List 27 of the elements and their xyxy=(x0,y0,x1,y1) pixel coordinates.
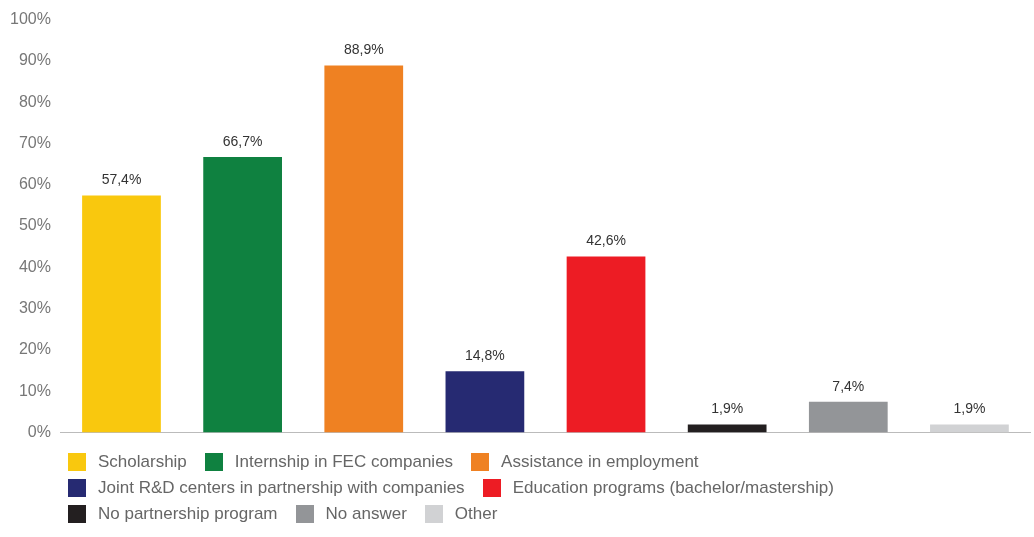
y-tick-label: 80% xyxy=(18,92,51,110)
y-tick-label: 0% xyxy=(27,422,51,440)
data-label: 14,8% xyxy=(465,347,505,364)
y-tick-label: 50% xyxy=(18,216,51,234)
y-tick-label: 100% xyxy=(10,10,51,28)
data-label: 42,6% xyxy=(586,232,626,249)
data-label: 7,4% xyxy=(832,377,865,394)
y-tick-label: 60% xyxy=(18,175,51,193)
y-tick-label: 90% xyxy=(18,51,51,69)
legend-label: Joint R&D centers in partnership with companies xyxy=(98,478,465,498)
y-tick-label: 40% xyxy=(18,257,51,275)
legend-label: Assistance in employment xyxy=(501,452,699,472)
data-label: 88,9% xyxy=(343,41,384,58)
legend-label: Other xyxy=(454,504,498,524)
data-label: 66,7% xyxy=(222,132,263,149)
y-tick-label: 30% xyxy=(18,298,51,316)
y-tick-label: 70% xyxy=(18,133,51,151)
legend-label: No partnership program xyxy=(98,504,278,524)
data-label: 57,4% xyxy=(101,171,142,188)
y-tick-label: 10% xyxy=(18,381,51,399)
data-label: 1,9% xyxy=(953,400,986,417)
legend-label: Scholarship xyxy=(98,452,187,472)
legend-label: Education programs (bachelor/mastership) xyxy=(512,478,834,498)
legend-label: No answer xyxy=(325,504,407,524)
legend-label: Internship in FEC companies xyxy=(234,452,454,472)
data-label: 1,9% xyxy=(711,400,744,417)
y-tick-label: 20% xyxy=(18,340,51,358)
